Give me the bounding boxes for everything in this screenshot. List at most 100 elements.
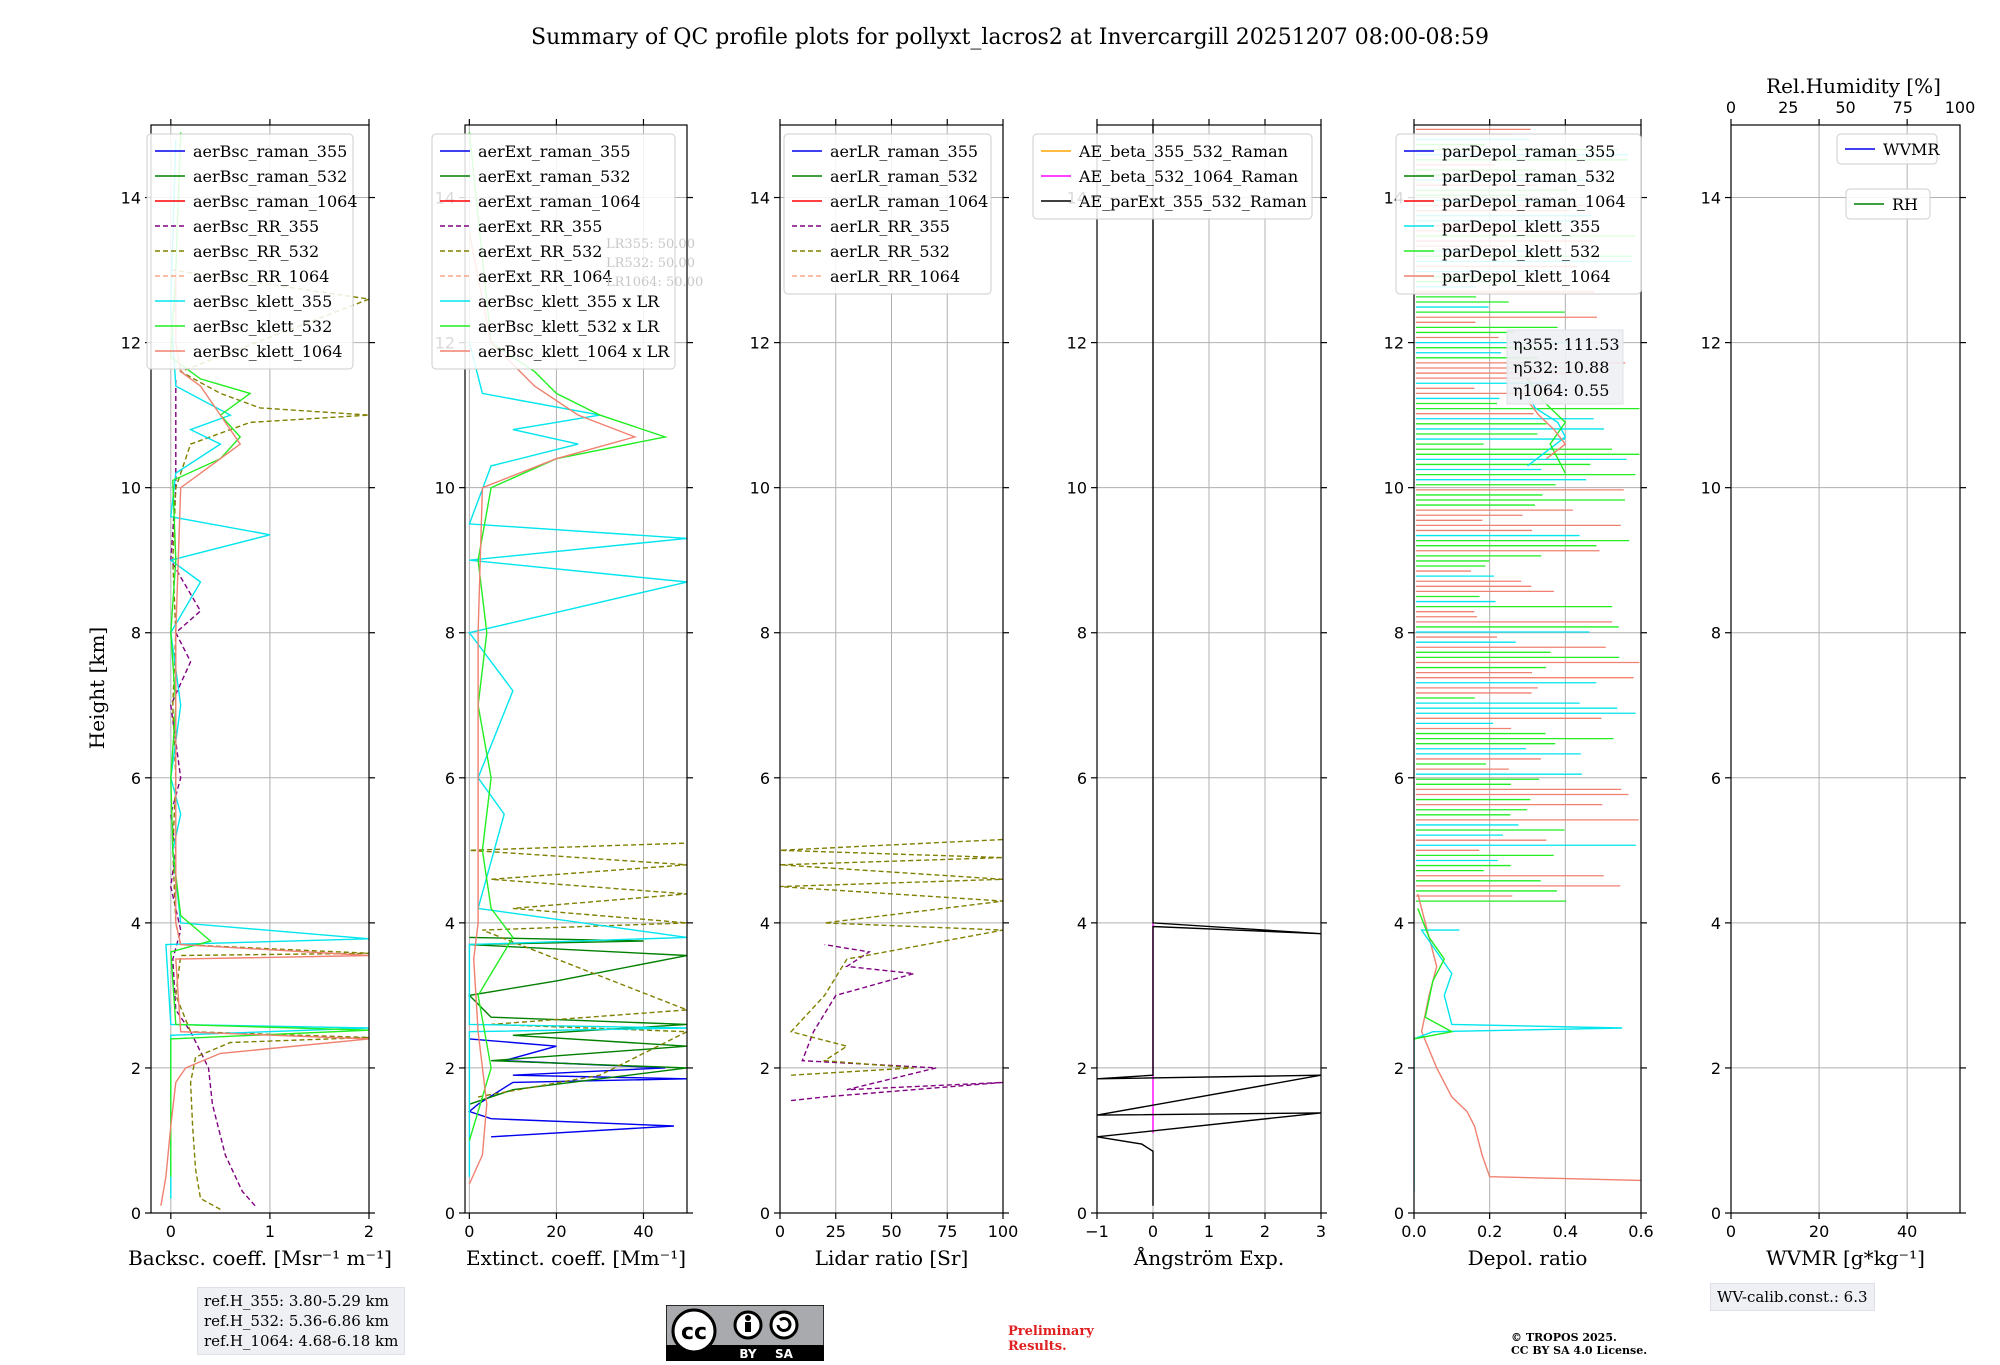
series-line-parDepol_cirrus_1064 (1526, 400, 1567, 460)
ytick-label: 0 (760, 1204, 770, 1223)
legend-label: RH (1892, 195, 1918, 214)
ytick-label: 2 (1711, 1059, 1721, 1078)
legend-label: aerBsc_RR_532 (193, 242, 319, 261)
legend-lr: aerLR_raman_355 aerLR_raman_532 aerLR_rama… (783, 133, 992, 295)
ytick-label: 10 (1701, 479, 1721, 498)
legend-ae: AE_beta_355_532_Raman AE_beta_532_1064_Ra… (1032, 133, 1313, 220)
series-line-parDepol_cirrus_355 (1526, 393, 1567, 467)
cc-icon: cc (681, 1320, 707, 1345)
top-xtick-label: 0 (1726, 98, 1736, 117)
legend-bsc: aerBsc_raman_355 aerBsc_raman_532 aerBsc_r… (146, 133, 358, 370)
series-line-parDepol_klett_355 (1414, 929, 1623, 1192)
legend-label: parDepol_klett_355 (1442, 217, 1600, 236)
ytick-label: 4 (1711, 914, 1721, 933)
xtick-label: 2 (364, 1222, 374, 1241)
legend-label: aerLR_RR_532 (830, 242, 950, 261)
series-line-aerLR_RR_532 (780, 838, 1003, 1076)
legend-label: aerBsc_RR_355 (193, 217, 319, 236)
ytick-label: 6 (1711, 769, 1721, 788)
xtick-label: 25 (826, 1222, 846, 1241)
axes-frame (464, 124, 688, 1214)
ytick-label: 8 (1394, 624, 1404, 643)
ytick-label: 6 (131, 769, 141, 788)
series-line-AE_parExt_355_532_Raman (1097, 125, 1321, 1206)
ytick-label: 0 (1711, 1204, 1721, 1223)
legend-label: aerExt_RR_1064 (478, 267, 613, 286)
legend-label: parDepol_klett_1064 (1442, 267, 1611, 286)
ytick-label: 6 (760, 769, 770, 788)
legend-box (146, 133, 354, 370)
axes-frame (1730, 124, 1961, 1214)
eta-label: η355: 111.53 (1513, 335, 1620, 354)
copyright-line-1: © TROPOS 2025. (1511, 1331, 1617, 1344)
lr-annotation: LR355: 50.00 (606, 237, 695, 252)
xlabel-ae: Ångström Exp. (1133, 1245, 1284, 1270)
series-line-aerExt_raman_532 (467, 936, 687, 1105)
ytick-label: 0 (1077, 1204, 1087, 1223)
legend-label: parDepol_klett_532 (1442, 242, 1600, 261)
ytick-label: 0 (1394, 1204, 1404, 1223)
eta-box (1506, 329, 1624, 405)
ytick-label: 6 (1077, 769, 1087, 788)
legend-box (1836, 133, 1938, 165)
ytick-label: 10 (121, 479, 141, 498)
figure-title: Summary of QC profile plots for pollyxt_… (531, 25, 1489, 50)
xtick-label: 40 (633, 1222, 653, 1241)
xtick-label: 2 (1260, 1222, 1270, 1241)
axes-frame (1413, 124, 1642, 1214)
ytick-label: 10 (1067, 479, 1087, 498)
xtick-label: 0 (775, 1222, 785, 1241)
xtick-label: 0.6 (1628, 1222, 1653, 1241)
legend-label: aerLR_RR_355 (830, 217, 950, 236)
xtick-label: 40 (1897, 1222, 1917, 1241)
panel-lr: 0 25 50 75 100 0 2 4 6 8 10 12 14 Lidar ratio [Sr] aer… (750, 119, 1018, 1270)
cc-sa-label: SA (775, 1347, 794, 1361)
series-line-aerExt_RR_532 (469, 842, 687, 1098)
legend-dep: parDepol_raman_355 parDepol_raman_532 parD… (1395, 133, 1642, 295)
xlabel-wv: WVMR [g*kg⁻¹] (1766, 1246, 1925, 1270)
legend-label: parDepol_raman_532 (1442, 167, 1615, 186)
ytick-label: 12 (750, 334, 770, 353)
ytick-label: 6 (1394, 769, 1404, 788)
legend-label: aerBsc_klett_355 x LR (478, 292, 660, 311)
ytick-label: 14 (121, 189, 141, 208)
plot-area-ae (1097, 125, 1321, 1206)
ytick-label: 10 (750, 479, 770, 498)
legend-label: aerExt_raman_1064 (478, 192, 641, 211)
legend-label: AE_beta_355_532_Raman (1078, 142, 1288, 161)
series-line-aerBsc_klett_355 x LR (468, 342, 687, 1177)
ytick-label: 10 (435, 479, 455, 498)
ytick-label: 2 (1077, 1059, 1087, 1078)
legend-label: aerExt_RR_355 (478, 217, 602, 236)
series-line-aerBsc_klett_532 x LR (468, 132, 668, 1141)
ref-height-1064: ref.H_1064: 4.68-6.18 km (204, 1332, 399, 1350)
xtick-label: 0.0 (1401, 1222, 1426, 1241)
series-line-aerBsc_RR_355 (170, 378, 256, 1207)
xtick-label: −1 (1085, 1222, 1109, 1241)
legend-label: WVMR (1883, 140, 1940, 159)
legend-label: aerBsc_klett_1064 (193, 342, 342, 361)
series-line-parDepol_klett_1064 (1417, 893, 1641, 1182)
legend-label: aerBsc_RR_1064 (193, 267, 329, 286)
ref-heights-box: ref.H_355: 3.80-5.29 km ref.H_532: 5.36-… (197, 1287, 406, 1355)
panel-ae: −1012302468101214Ångström Exp.AE_beta_35… (1032, 119, 1327, 1270)
top-xtick-label: 100 (1945, 98, 1976, 117)
legend-label: aerBsc_raman_532 (193, 167, 347, 186)
plot-area-lr (780, 838, 1003, 1102)
legend-box (1032, 133, 1313, 220)
ytick-label: 12 (1067, 334, 1087, 353)
panel-ext: 0204002468101214Extinct. coeff. [Mm⁻¹]ae… (431, 119, 703, 1270)
legend-label: aerBsc_klett_532 (193, 317, 332, 336)
xtick-label: 1 (265, 1222, 275, 1241)
ytick-label: 8 (131, 624, 141, 643)
legend-label: aerExt_raman_355 (478, 142, 631, 161)
preliminary-note: Preliminary Results. (1008, 1324, 1094, 1354)
legend-label: aerLR_RR_1064 (830, 267, 960, 286)
copyright-note: © TROPOS 2025. CC BY SA 4.0 License. (1511, 1331, 1647, 1357)
ytick-label: 14 (750, 189, 770, 208)
legend-box (783, 133, 992, 295)
xlabel-lr: Lidar ratio [Sr] (815, 1246, 969, 1270)
ytick-label: 8 (1077, 624, 1087, 643)
